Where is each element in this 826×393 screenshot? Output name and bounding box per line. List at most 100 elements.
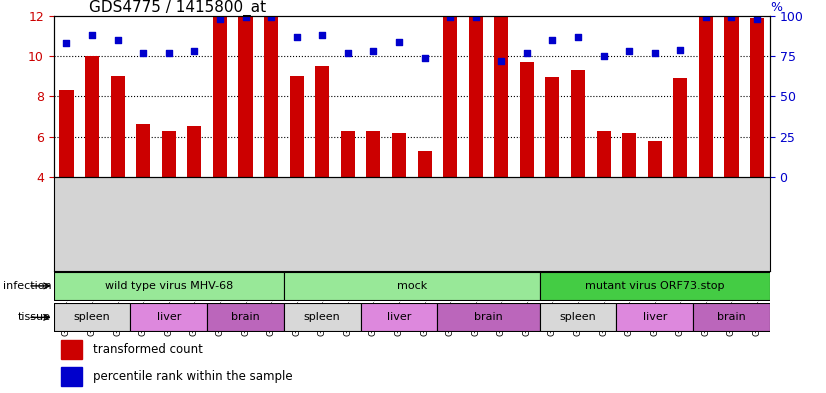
Text: spleen: spleen <box>304 312 340 322</box>
Bar <box>468 16 482 177</box>
Bar <box>264 16 278 177</box>
Point <box>444 14 457 20</box>
Point <box>623 48 636 54</box>
Bar <box>616 177 642 271</box>
Bar <box>719 177 744 271</box>
Bar <box>417 151 431 177</box>
Point <box>85 32 98 38</box>
Bar <box>284 272 539 300</box>
Point <box>188 48 201 54</box>
Point <box>520 50 534 56</box>
Bar <box>61 340 83 359</box>
Bar <box>131 303 207 331</box>
Bar <box>411 177 437 271</box>
Point <box>469 14 482 20</box>
Bar <box>284 177 310 271</box>
Text: liver: liver <box>157 312 181 322</box>
Bar <box>361 177 387 271</box>
Bar <box>259 177 284 271</box>
Bar <box>316 66 330 177</box>
Bar <box>693 177 719 271</box>
Bar <box>642 177 667 271</box>
Point <box>341 50 354 56</box>
Bar <box>54 177 79 271</box>
Bar <box>54 272 284 300</box>
Bar <box>514 177 539 271</box>
Bar <box>565 177 591 271</box>
Bar <box>59 90 74 177</box>
Bar <box>85 56 99 177</box>
Point <box>751 16 764 22</box>
Point <box>162 50 175 56</box>
Bar <box>693 303 770 331</box>
Bar <box>437 303 539 331</box>
Text: spleen: spleen <box>74 312 111 322</box>
Bar <box>539 177 565 271</box>
Bar <box>207 177 233 271</box>
Point <box>316 32 329 38</box>
Bar <box>648 141 662 177</box>
Bar <box>239 16 253 177</box>
Bar <box>443 16 457 177</box>
Bar <box>207 303 284 331</box>
Point <box>648 50 662 56</box>
Bar <box>310 177 335 271</box>
Bar <box>284 303 361 331</box>
Point <box>111 37 124 43</box>
Bar <box>136 125 150 177</box>
Bar <box>188 127 202 177</box>
Text: mock: mock <box>396 281 427 291</box>
Text: spleen: spleen <box>560 312 596 322</box>
Bar <box>591 177 616 271</box>
Bar <box>54 303 131 331</box>
Text: percentile rank within the sample: percentile rank within the sample <box>93 371 292 384</box>
Point <box>700 14 713 20</box>
Bar <box>673 78 687 177</box>
Text: brain: brain <box>717 312 746 322</box>
Text: liver: liver <box>387 312 411 322</box>
Bar <box>79 177 105 271</box>
Bar <box>699 16 713 177</box>
Bar <box>105 177 131 271</box>
Bar <box>182 177 207 271</box>
Point <box>674 46 687 53</box>
Text: brain: brain <box>231 312 260 322</box>
Bar <box>156 177 182 271</box>
Point <box>546 37 559 43</box>
Point <box>136 50 150 56</box>
Bar <box>596 130 610 177</box>
Point <box>418 55 431 61</box>
Bar <box>162 130 176 177</box>
Bar <box>545 77 559 177</box>
Bar <box>488 177 514 271</box>
Bar <box>744 177 770 271</box>
Point <box>495 58 508 64</box>
Text: liver: liver <box>643 312 667 322</box>
Bar <box>213 16 227 177</box>
Point <box>213 16 226 22</box>
Bar <box>494 16 508 177</box>
Bar <box>61 367 83 386</box>
Text: %: % <box>770 1 782 14</box>
Bar <box>539 303 616 331</box>
Point <box>59 40 73 46</box>
Point <box>264 14 278 20</box>
Point <box>597 53 610 59</box>
Point <box>367 48 380 54</box>
Bar <box>361 303 437 331</box>
Bar <box>520 62 534 177</box>
Bar <box>335 177 361 271</box>
Bar <box>667 177 693 271</box>
Text: wild type virus MHV-68: wild type virus MHV-68 <box>105 281 233 291</box>
Bar <box>387 177 411 271</box>
Point <box>239 14 252 20</box>
Bar <box>367 130 381 177</box>
Bar <box>131 177 156 271</box>
Bar <box>724 16 738 177</box>
Bar <box>571 70 585 177</box>
Bar <box>750 18 764 177</box>
Bar <box>392 132 406 177</box>
Bar <box>539 272 770 300</box>
Text: transformed count: transformed count <box>93 343 203 356</box>
Text: tissue: tissue <box>18 312 51 322</box>
